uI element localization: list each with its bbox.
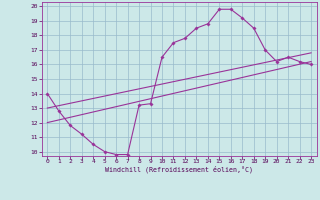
X-axis label: Windchill (Refroidissement éolien,°C): Windchill (Refroidissement éolien,°C): [105, 166, 253, 173]
